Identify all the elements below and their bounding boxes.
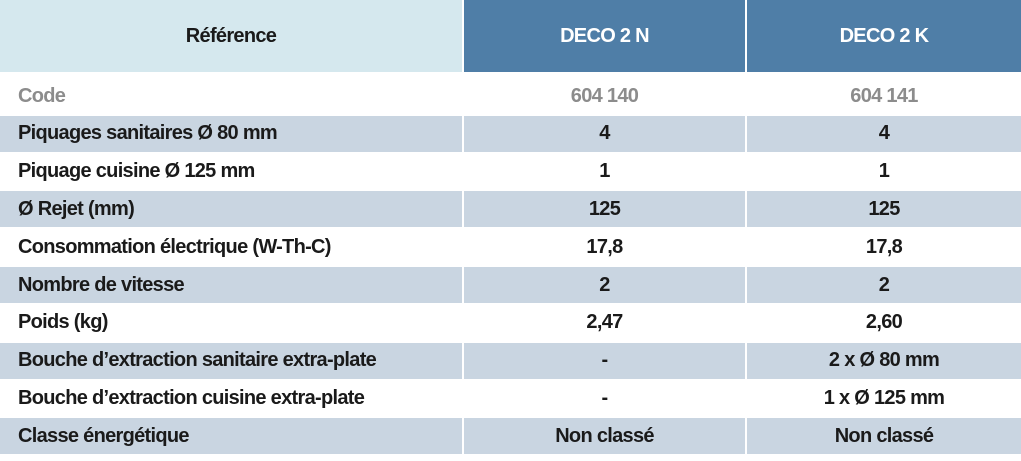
row-label: Piquages sanitaires Ø 80 mm (0, 115, 462, 152)
value-cell: 2 x Ø 80 mm (747, 342, 1021, 379)
value-cell: 604 140 (570, 84, 639, 107)
value-cell: 1 (878, 160, 890, 183)
header-cell: DECO 2 K (747, 0, 1021, 72)
value-cell: 1 (599, 160, 610, 183)
row-label: Bouche d’extraction cuisine extra-plate (18, 386, 365, 409)
value-cell: 604 141 (850, 84, 918, 107)
value-cell: 2 (747, 267, 1021, 303)
row-label: Nombre de vitesse (0, 267, 462, 303)
row-label: Consommation électrique (W-Th-C) (18, 235, 331, 258)
value-cell: 17,8 (865, 235, 903, 258)
row-label: Ø Rejet (mm) (0, 191, 462, 228)
header-cell: DECO 2 N (464, 0, 745, 72)
value-cell: 1 x Ø 125 mm (823, 386, 945, 409)
row-label: Poids (kg) (18, 311, 108, 334)
row-label: Bouche d’extraction sanitaire extra-plat… (0, 342, 462, 379)
value-cell: 2,60 (865, 311, 903, 334)
value-cell: Non classé (747, 418, 1021, 455)
value-cell: 2,47 (586, 311, 623, 334)
value-cell: 2 (464, 267, 745, 303)
value-cell: Non classé (464, 418, 745, 455)
value-cell: - (601, 386, 609, 409)
value-cell: 4 (747, 115, 1021, 152)
row-label: Code (18, 84, 66, 107)
value-cell: - (464, 342, 745, 379)
value-cell: 17,8 (586, 235, 623, 258)
value-cell: 125 (747, 191, 1021, 228)
value-cell: 4 (464, 115, 745, 152)
header-cell: Référence (0, 0, 462, 72)
value-cell: 125 (464, 191, 745, 228)
row-label: Classe énergétique (0, 418, 462, 455)
row-label: Piquage cuisine Ø 125 mm (18, 160, 255, 183)
